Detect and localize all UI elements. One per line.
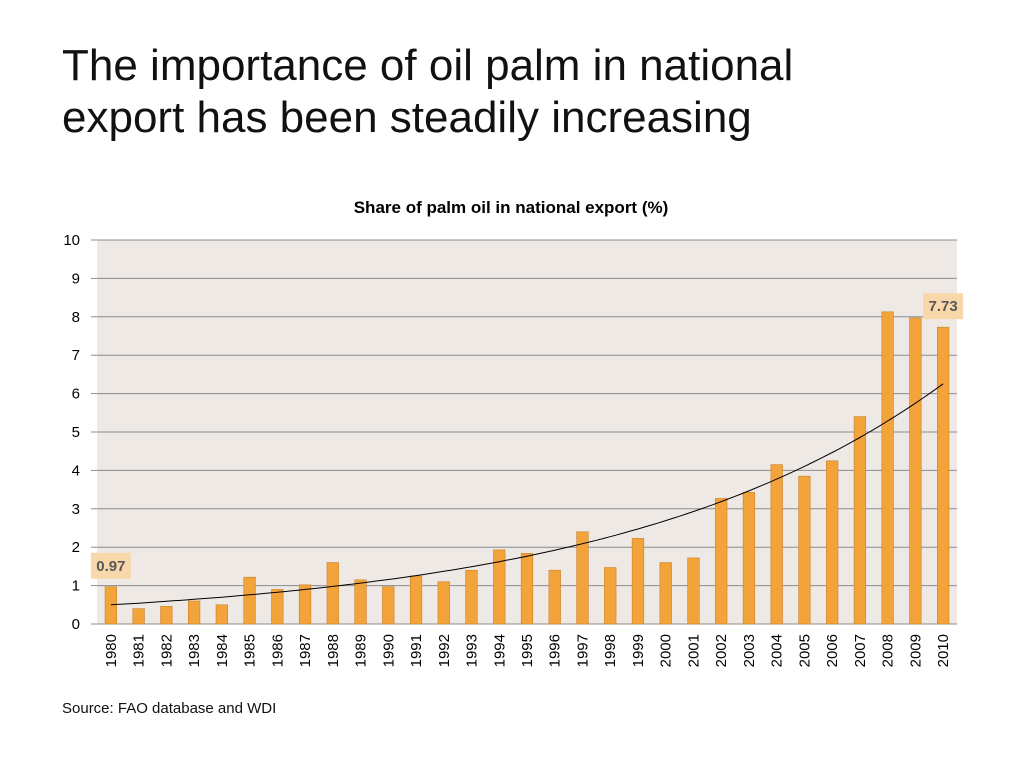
- bar-1988: [326, 562, 339, 625]
- y-tick-label: 4: [72, 462, 80, 479]
- x-tick-label: 1989: [353, 634, 370, 667]
- x-tick-label: 2010: [935, 634, 952, 667]
- y-tick-label: 0: [72, 616, 80, 633]
- data-label: 7.73: [929, 298, 958, 315]
- data-labels: 0.97 7.73: [90, 293, 964, 579]
- bar-chart: Share of palm oil in national export (%)…: [63, 198, 964, 667]
- x-tick-label: 1994: [491, 634, 508, 667]
- bar-1983: [187, 600, 201, 625]
- bar-2007: [853, 416, 867, 625]
- x-tick-label: 2004: [769, 634, 786, 667]
- slide-title-line-1: The importance of oil palm in national: [62, 41, 794, 90]
- bars: [104, 311, 950, 625]
- bar-1981: [132, 608, 145, 625]
- chart-title: Share of palm oil in national export (%): [354, 198, 669, 217]
- bar-1998: [604, 567, 617, 625]
- x-tick-label: 1981: [131, 634, 148, 667]
- x-tick-label: 2006: [824, 634, 841, 667]
- bar-2006: [826, 460, 839, 625]
- bar-1994: [493, 549, 506, 625]
- source-note: Source: FAO database and WDI: [62, 700, 277, 717]
- x-tick-label: 1999: [630, 634, 647, 667]
- y-tick-label: 1: [72, 578, 80, 595]
- y-tick-label: 10: [63, 232, 80, 249]
- y-tick-label: 8: [72, 309, 80, 326]
- x-tick-label: 1998: [602, 634, 619, 667]
- bar-1982: [160, 606, 173, 625]
- x-tick-label: 1992: [436, 634, 453, 667]
- bar-1986: [271, 589, 284, 625]
- x-tick-label: 2005: [796, 634, 813, 667]
- gridlines: [91, 239, 957, 625]
- bar-2001: [687, 557, 700, 625]
- bar-2003: [742, 491, 756, 625]
- y-tick-label: 5: [72, 424, 80, 441]
- x-tick-label: 1985: [242, 634, 259, 667]
- slide-title-line-2: export has been steadily increasing: [62, 93, 752, 142]
- y-axis-ticks: 0 1 2 3 4 5 6 7 8 9 10: [63, 232, 80, 633]
- bar-1987: [298, 584, 312, 625]
- bar-1999: [631, 538, 645, 625]
- trendline: [110, 383, 944, 606]
- y-tick-label: 2: [72, 539, 80, 556]
- x-tick-label: 1987: [297, 634, 314, 667]
- x-tick-label: 1995: [519, 634, 536, 667]
- bar-1984: [215, 604, 228, 625]
- x-tick-label: 1990: [380, 634, 397, 667]
- bar-1980: [104, 586, 117, 625]
- x-tick-label: 2007: [852, 634, 869, 667]
- x-tick-label: 2000: [658, 634, 675, 667]
- x-tick-label: 1984: [214, 634, 231, 667]
- x-tick-label: 1982: [158, 634, 175, 667]
- data-label: 0.97: [96, 558, 125, 575]
- data-label-box: [90, 552, 131, 579]
- x-tick-label: 1980: [103, 634, 120, 667]
- slide-title: The importance of oil palm in national e…: [62, 40, 962, 144]
- bar-2000: [659, 562, 672, 625]
- x-tick-label: 1986: [269, 634, 286, 667]
- x-axis-ticks: 1980 1981 1982 1983 1984 1985 1986 1987 1988 1989…: [103, 634, 952, 667]
- bar-1996: [548, 569, 561, 625]
- bar-1989: [354, 579, 367, 625]
- bar-1992: [437, 581, 450, 625]
- x-tick-label: 2002: [713, 634, 730, 667]
- x-tick-label: 2009: [907, 634, 924, 667]
- bar-1997: [576, 531, 589, 625]
- bar-1995: [520, 553, 534, 625]
- x-tick-label: 1988: [325, 634, 342, 667]
- x-tick-label: 2008: [880, 634, 897, 667]
- x-tick-label: 2001: [685, 634, 702, 667]
- bar-2002: [715, 498, 728, 625]
- x-tick-label: 1996: [547, 634, 564, 667]
- bar-1985: [243, 576, 256, 625]
- x-tick-label: 1991: [408, 634, 425, 667]
- bar-2004: [770, 464, 783, 625]
- x-tick-label: 1993: [464, 634, 481, 667]
- data-label-box: [923, 293, 964, 320]
- y-tick-label: 3: [72, 501, 80, 518]
- x-tick-label: 1997: [574, 634, 591, 667]
- x-tick-label: 2003: [741, 634, 758, 667]
- bar-2008: [881, 311, 894, 625]
- y-tick-label: 7: [72, 347, 80, 364]
- bar-2009: [909, 317, 922, 625]
- bar-1993: [465, 569, 478, 625]
- bar-2005: [798, 475, 811, 625]
- y-tick-label: 6: [72, 386, 80, 403]
- bar-1990: [382, 586, 395, 625]
- bar-2010: [937, 326, 950, 625]
- bar-1991: [409, 575, 423, 625]
- x-tick-label: 1983: [186, 634, 203, 667]
- y-tick-label: 9: [72, 270, 80, 287]
